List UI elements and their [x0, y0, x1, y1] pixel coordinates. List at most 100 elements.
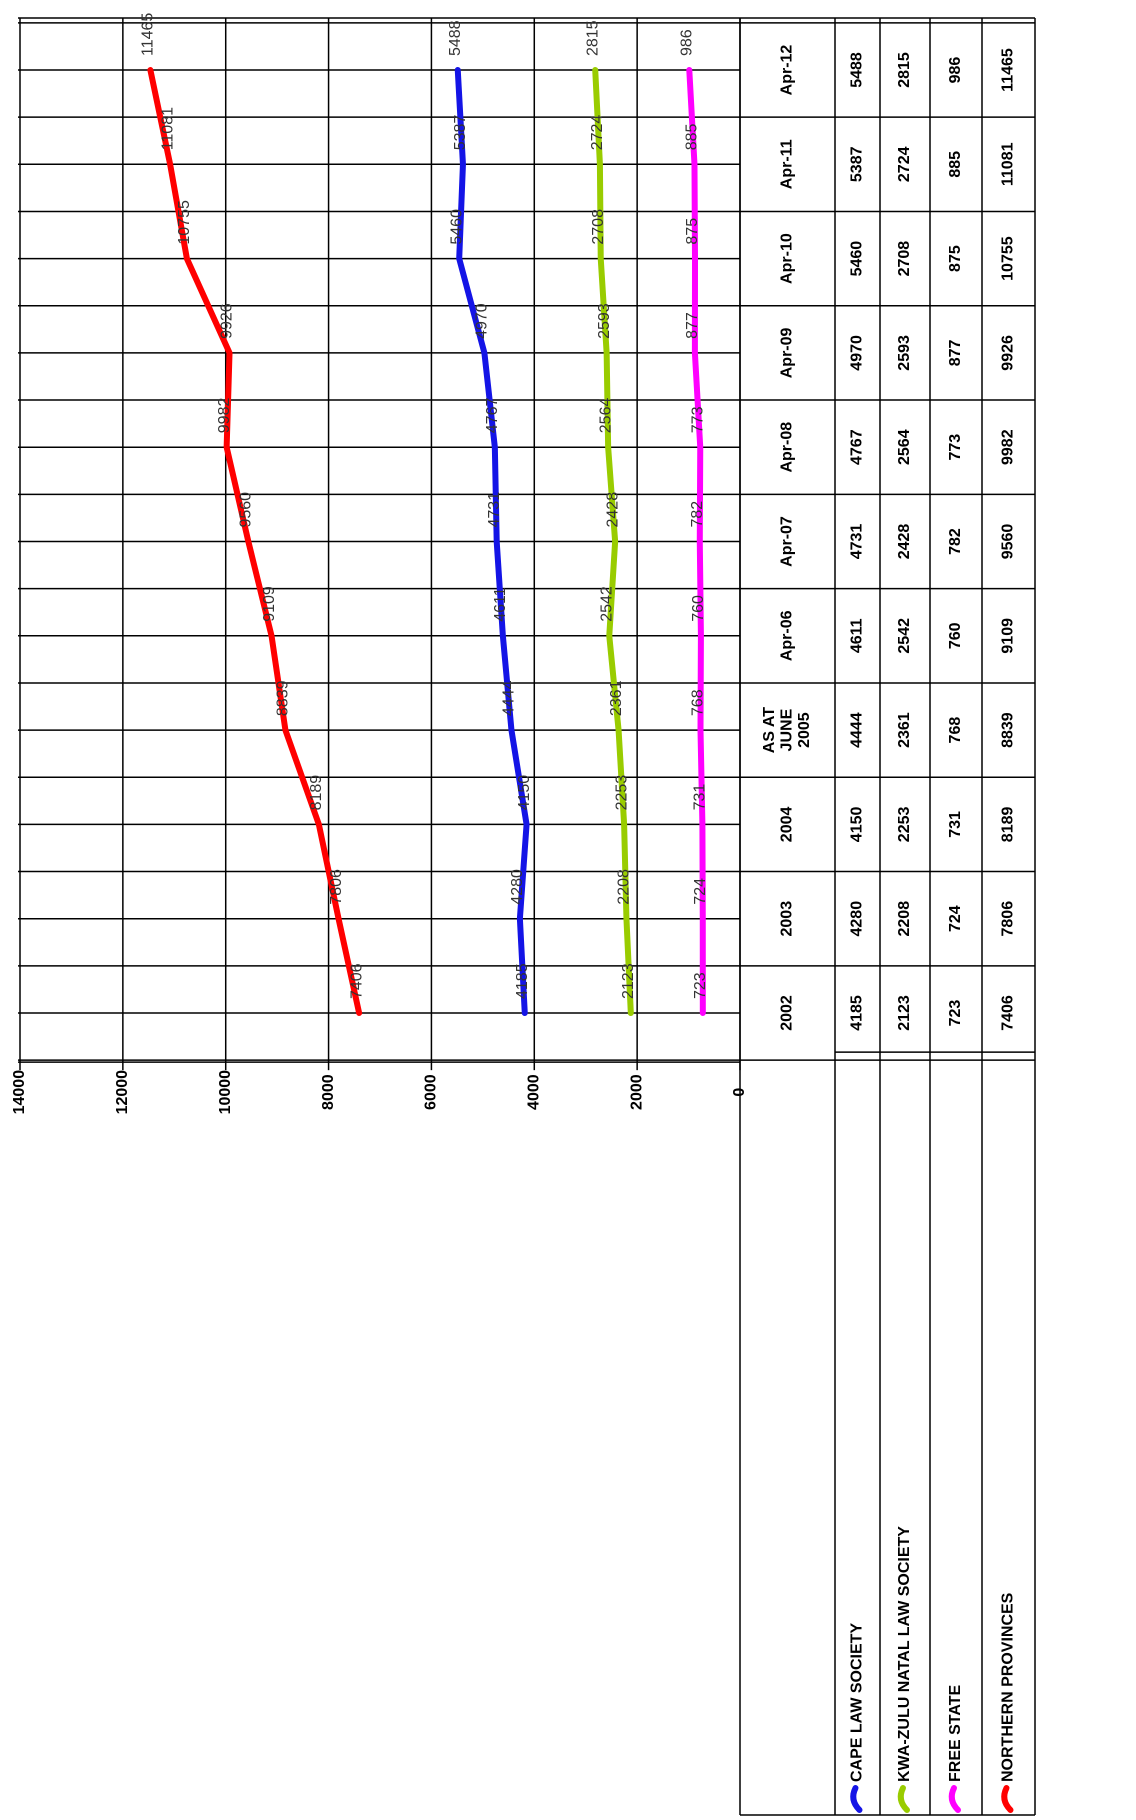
table-cell: 2542: [896, 618, 913, 654]
table-cell: 11465: [1000, 48, 1017, 92]
data-label: 875: [684, 218, 701, 245]
data-label: 4731: [486, 492, 503, 528]
data-label: 11081: [159, 107, 176, 150]
series-line: [592, 67, 634, 1016]
table-cell: 2253: [896, 807, 913, 843]
data-label: 2708: [590, 209, 607, 245]
data-label: 10755: [176, 200, 193, 245]
table-cell: 2564: [896, 429, 913, 465]
data-label: 731: [692, 784, 709, 811]
table-cell: 4970: [849, 335, 866, 371]
legend-swatch: [850, 1785, 863, 1813]
table-cell: 4767: [849, 429, 866, 465]
table-cell: 8839: [1000, 712, 1017, 748]
table-cell: 4280: [849, 901, 866, 937]
data-label: 723: [692, 972, 709, 999]
data-label: 2253: [613, 775, 630, 811]
table-cell: 4611: [849, 618, 866, 653]
table-cell: 723: [947, 1000, 964, 1027]
table-cell: 9926: [1000, 335, 1017, 371]
data-label: 4767: [484, 398, 501, 434]
legend-label: KWA-ZULU NATAL LAW SOCIETY: [896, 1526, 913, 1782]
data-label: 4280: [509, 869, 526, 905]
data-label: 4185: [514, 963, 531, 999]
table-cell: 760: [947, 622, 964, 649]
y-tick-label: 2000: [628, 1074, 645, 1110]
legend-label: NORTHERN PROVINCES: [1000, 1592, 1017, 1782]
series-line: [686, 67, 706, 1016]
legend-label: FREE STATE: [947, 1684, 964, 1782]
table-cell: 2815: [896, 52, 913, 88]
table-cell: 10755: [1000, 236, 1017, 281]
table-cell: 768: [947, 717, 964, 744]
legend-swatch: [1001, 1785, 1014, 1813]
data-label: 724: [692, 878, 709, 905]
data-label: 2428: [604, 492, 621, 528]
table-cell: 9560: [1000, 524, 1017, 560]
table-cell: 875: [947, 245, 964, 272]
table-cell: 5387: [849, 146, 866, 182]
y-tick-label: 4000: [526, 1074, 543, 1110]
table-cell: 773: [947, 434, 964, 461]
data-label: 9109: [261, 586, 278, 622]
table-cell: 5460: [849, 241, 866, 277]
data-label: 2123: [620, 963, 637, 999]
data-label: 9560: [238, 492, 255, 528]
data-label: 4444: [501, 680, 518, 716]
data-label: 2815: [584, 20, 601, 56]
table-cell: 8189: [1000, 807, 1017, 843]
y-tick-label: 10000: [217, 1070, 234, 1115]
table-cell: 4731: [849, 524, 866, 560]
data-label: 7406: [348, 963, 365, 999]
data-label: 782: [689, 501, 706, 528]
table-cell: 986: [947, 57, 964, 84]
data-label: 877: [684, 312, 701, 339]
table-cell: 7406: [1000, 995, 1017, 1031]
data-label: 760: [690, 595, 707, 622]
category-label: Apr-10: [779, 233, 796, 284]
table-cell: 2593: [896, 335, 913, 371]
category-label: 2002: [779, 995, 796, 1031]
category-label: Apr-11: [779, 139, 796, 189]
data-label: 7806: [328, 869, 345, 905]
data-label: 4611: [492, 587, 509, 622]
table-cell: 4444: [849, 712, 866, 748]
table-cell: 877: [947, 339, 964, 366]
data-label: 773: [689, 406, 706, 433]
table-cell: 11081: [1000, 142, 1017, 186]
legend-swatch: [897, 1785, 910, 1813]
legend-label: CAPE LAW SOCIETY: [849, 1623, 866, 1782]
data-label: 11465: [140, 13, 157, 56]
series-line: [454, 67, 530, 1016]
data-label: 2724: [589, 115, 606, 151]
category-label: AS ATJUNE2005: [761, 707, 813, 753]
data-label: 4970: [474, 303, 491, 339]
data-label: 5460: [448, 209, 465, 245]
data-label: 2208: [616, 869, 633, 905]
data-label: 5488: [447, 20, 464, 56]
category-label: Apr-06: [779, 610, 796, 661]
data-label: 8839: [275, 680, 292, 716]
category-label: Apr-09: [779, 327, 796, 378]
data-label: 8189: [308, 775, 325, 811]
y-tick-label: 12000: [114, 1070, 131, 1115]
data-label: 4150: [516, 775, 533, 811]
table-cell: 2708: [896, 241, 913, 277]
data-label: 768: [690, 689, 707, 716]
data-label: 2361: [608, 680, 625, 716]
table-cell: 2208: [896, 901, 913, 937]
category-label: Apr-12: [779, 45, 796, 96]
data-label: 5387: [452, 115, 469, 151]
table-cell: 5488: [849, 52, 866, 88]
data-label: 2564: [597, 398, 614, 434]
category-label: Apr-08: [779, 422, 796, 473]
category-label: 2003: [779, 901, 796, 937]
data-label: 986: [679, 29, 696, 56]
table-cell: 885: [947, 151, 964, 178]
table-cell: 9109: [1000, 618, 1017, 654]
data-label: 9982: [216, 398, 233, 434]
data-label: 885: [684, 124, 701, 151]
y-tick-label: 8000: [320, 1074, 337, 1110]
y-tick-label: 14000: [11, 1070, 28, 1115]
